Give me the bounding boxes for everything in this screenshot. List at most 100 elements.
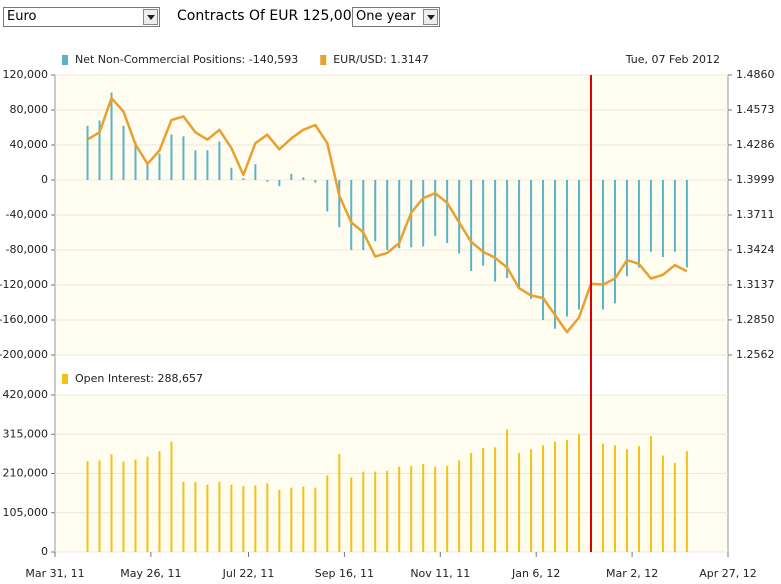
legend-swatch bbox=[320, 55, 327, 65]
bar bbox=[182, 136, 185, 180]
y-tick-label: 210,000 bbox=[3, 467, 49, 480]
bar bbox=[206, 484, 209, 552]
bar bbox=[110, 454, 113, 552]
bar bbox=[98, 120, 101, 180]
bar bbox=[506, 180, 509, 278]
bar bbox=[158, 153, 161, 180]
dropdown-arrow[interactable] bbox=[423, 9, 438, 25]
bar bbox=[601, 180, 604, 310]
date-annotation: Tue, 07 Feb 2012 bbox=[625, 53, 720, 66]
legend-swatch bbox=[62, 374, 68, 384]
y-tick-label: -160,000 bbox=[0, 313, 48, 326]
period-select[interactable]: One year bbox=[352, 7, 440, 27]
bar bbox=[530, 180, 533, 299]
bar bbox=[542, 445, 545, 552]
bar bbox=[314, 487, 317, 552]
bar bbox=[494, 180, 497, 282]
bar bbox=[566, 439, 569, 552]
x-tick-label: Mar 2, 12 bbox=[606, 567, 658, 580]
bar bbox=[194, 482, 197, 552]
bar bbox=[685, 180, 688, 268]
bar bbox=[374, 180, 377, 242]
y-tick-label: 0 bbox=[41, 545, 48, 558]
bar bbox=[362, 180, 365, 250]
y2-tick-label: 1.4573 bbox=[736, 103, 775, 116]
bar bbox=[230, 484, 233, 552]
bar bbox=[146, 162, 149, 180]
bar bbox=[554, 180, 557, 329]
x-tick-label: May 26, 11 bbox=[120, 567, 181, 580]
y-tick-label: 105,000 bbox=[3, 506, 49, 519]
bar bbox=[98, 460, 101, 552]
y2-tick-label: 1.4860 bbox=[736, 68, 775, 81]
bar bbox=[302, 177, 305, 180]
bar bbox=[290, 173, 293, 180]
bar bbox=[410, 466, 413, 552]
contract-label: Contracts Of EUR 125,000 bbox=[177, 8, 361, 24]
y2-tick-label: 1.3711 bbox=[736, 208, 775, 221]
bar bbox=[637, 446, 640, 552]
bar bbox=[398, 466, 401, 552]
bar bbox=[661, 180, 664, 257]
bar bbox=[146, 456, 149, 552]
bar bbox=[218, 481, 221, 552]
bar bbox=[673, 463, 676, 552]
y2-tick-label: 1.2562 bbox=[736, 348, 775, 361]
bar bbox=[86, 461, 89, 552]
bar bbox=[386, 470, 389, 552]
bar bbox=[374, 471, 377, 552]
line bbox=[86, 96, 688, 334]
dropdown-arrow[interactable] bbox=[143, 9, 158, 25]
y-tick-label: 80,000 bbox=[10, 103, 49, 116]
bar bbox=[314, 180, 317, 183]
x-tick-label: Apr 27, 12 bbox=[699, 567, 757, 580]
y2-tick-label: 1.4286 bbox=[736, 138, 775, 151]
bar bbox=[254, 164, 257, 180]
bar bbox=[326, 180, 329, 212]
bar bbox=[470, 452, 473, 552]
bar bbox=[278, 489, 281, 552]
bar bbox=[134, 459, 137, 552]
bar bbox=[338, 180, 341, 228]
bar bbox=[170, 134, 173, 180]
bar bbox=[530, 449, 533, 552]
market-value: Euro bbox=[7, 9, 37, 24]
bar bbox=[182, 481, 185, 552]
bar bbox=[482, 180, 485, 266]
bar bbox=[434, 466, 437, 552]
bar bbox=[122, 461, 125, 552]
bar bbox=[446, 180, 449, 243]
x-tick-label: Jul 22, 11 bbox=[222, 567, 275, 580]
bar bbox=[158, 451, 161, 552]
bar bbox=[482, 448, 485, 552]
bar bbox=[637, 180, 640, 268]
y-tick-label: 315,000 bbox=[3, 427, 49, 440]
bar bbox=[110, 92, 113, 180]
x-tick-label: Jan 6, 12 bbox=[511, 567, 560, 580]
bar bbox=[518, 452, 521, 552]
legend-label: Net Non-Commercial Positions: -140,593 bbox=[75, 53, 298, 66]
bar bbox=[542, 180, 545, 320]
bar bbox=[290, 487, 293, 552]
legend-swatch bbox=[62, 55, 68, 65]
bar bbox=[254, 485, 257, 552]
legend-label: EUR/USD: 1.3147 bbox=[333, 53, 429, 66]
bar bbox=[518, 180, 521, 289]
bar bbox=[350, 477, 353, 552]
y-tick-label: 420,000 bbox=[3, 388, 49, 401]
y-tick-label: -40,000 bbox=[6, 208, 48, 221]
bar bbox=[649, 436, 652, 552]
bar bbox=[625, 449, 628, 552]
bar bbox=[494, 447, 497, 552]
bar bbox=[446, 466, 449, 552]
market-select[interactable]: Euro bbox=[3, 7, 160, 27]
bar bbox=[422, 464, 425, 552]
y-tick-label: 0 bbox=[41, 173, 48, 186]
bar bbox=[458, 460, 461, 552]
bar bbox=[613, 445, 616, 552]
bar bbox=[398, 180, 401, 249]
bar bbox=[242, 486, 245, 552]
bar bbox=[362, 471, 365, 552]
